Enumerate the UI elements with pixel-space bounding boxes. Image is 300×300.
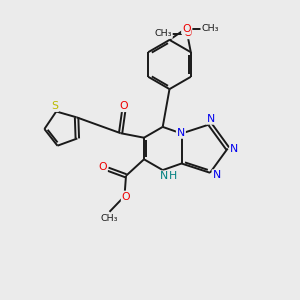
Text: CH₃: CH₃ xyxy=(101,214,118,223)
Text: O: O xyxy=(98,162,107,172)
Text: CH₃: CH₃ xyxy=(154,29,172,38)
Text: CH₃: CH₃ xyxy=(201,24,219,33)
Text: N: N xyxy=(177,128,185,138)
Text: S: S xyxy=(51,101,58,111)
Text: O: O xyxy=(122,191,130,202)
Text: O: O xyxy=(183,28,191,38)
Text: N: N xyxy=(230,143,238,154)
Text: N: N xyxy=(160,171,168,182)
Text: O: O xyxy=(182,23,190,34)
Text: N: N xyxy=(206,114,215,124)
Text: O: O xyxy=(119,101,128,111)
Text: N: N xyxy=(212,170,221,180)
Text: H: H xyxy=(169,171,177,182)
